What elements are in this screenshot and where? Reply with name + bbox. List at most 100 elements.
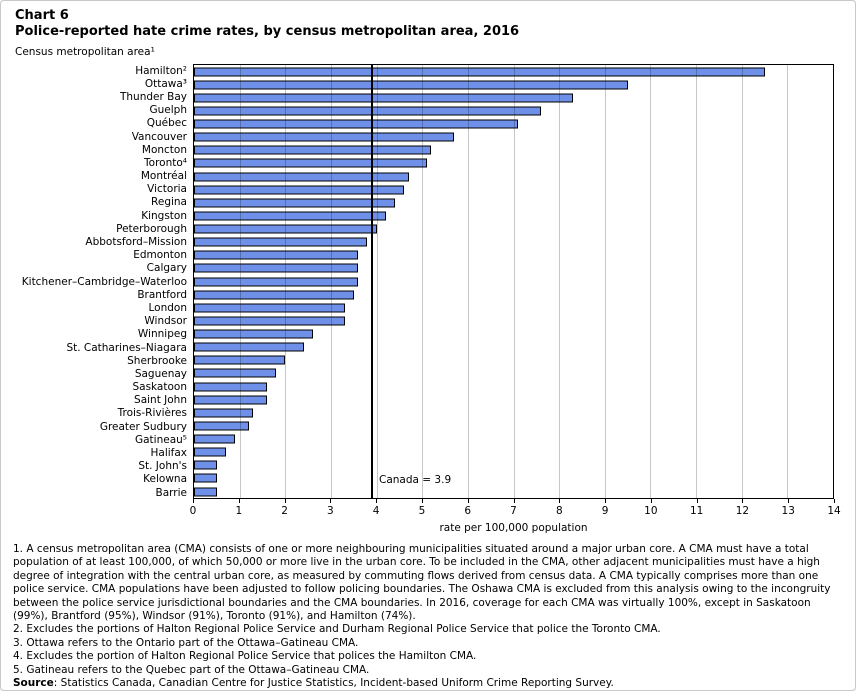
gridline: [604, 65, 606, 498]
x-tick-label: 14: [827, 505, 841, 517]
bar-row: [194, 118, 833, 131]
bar: [194, 447, 226, 457]
x-tick-label: 0: [189, 505, 197, 517]
x-tick-mark: [834, 499, 835, 503]
bar: [194, 211, 386, 221]
bar-row: [194, 354, 833, 367]
category-label: Calgary: [146, 262, 187, 275]
x-tick-mark: [742, 499, 744, 503]
category-label: Trois-Rivières: [117, 407, 187, 420]
bar: [194, 250, 359, 260]
x-tick-label: 8: [555, 505, 563, 517]
bar-row: [194, 78, 833, 91]
category-label: London: [148, 301, 188, 314]
bar-row: [194, 131, 833, 144]
bar-row: [194, 65, 833, 78]
bar: [194, 158, 427, 168]
x-axis: 0 1 2 3 4 5 6 7 8 9 10 11 12 13 14: [189, 499, 841, 539]
bar-row: [194, 183, 833, 196]
footnotes: 1. A census metropolitan area (CMA) cons…: [13, 543, 845, 690]
x-tick-label: 2: [281, 505, 288, 517]
canada-reference-label: Canada = 3.9: [379, 474, 452, 486]
bar: [194, 342, 304, 352]
x-tick-mark: [421, 499, 423, 503]
bar-row: [194, 196, 833, 209]
gridline: [696, 65, 698, 498]
bar-row: [194, 275, 833, 288]
x-tick-mark: [788, 499, 790, 503]
bar: [194, 237, 368, 247]
canada-reference-line: [371, 65, 373, 498]
category-label: Saskatoon: [132, 381, 187, 394]
bar: [194, 355, 286, 365]
bar-row: [194, 446, 833, 459]
bar: [194, 290, 354, 300]
bar: [194, 263, 359, 273]
category-label: Moncton: [141, 143, 187, 156]
source-line: Source: Statistics Canada, Canadian Cent…: [13, 677, 845, 690]
bar: [194, 80, 628, 90]
category-label: Kitchener–Cambridge–Waterloo: [21, 275, 187, 288]
bar-row: [194, 406, 833, 419]
bar-row: [194, 341, 833, 354]
x-tick-mark: [284, 499, 286, 503]
bar-row: [194, 170, 833, 183]
x-tick-label: 4: [372, 505, 380, 517]
x-tick-mark: [650, 499, 652, 503]
category-label: Brantford: [137, 288, 187, 301]
category-label: Greater Sudbury: [99, 420, 187, 433]
bar: [194, 277, 359, 287]
category-labels: Hamilton² Ottawa³ Thunder Bay Guelph Québec V…: [1, 64, 187, 499]
gridline: [239, 65, 241, 498]
gridline: [787, 65, 789, 498]
x-axis-title: rate per 100,000 population: [439, 522, 588, 534]
footnote-4: 4. Excludes the portion of Halton Region…: [13, 650, 477, 663]
x-tick-mark: [238, 499, 240, 503]
bar-row: [194, 91, 833, 104]
bar: [194, 395, 268, 405]
bar: [194, 382, 268, 392]
bar-row: [194, 223, 833, 236]
gridline: [467, 65, 469, 498]
bar: [194, 487, 217, 497]
footnote-5: 5. Gatineau refers to the Quebec part of…: [13, 663, 370, 676]
bar: [194, 93, 573, 103]
category-label: Hamilton²: [135, 64, 187, 77]
chart-number: Chart 6: [15, 8, 69, 23]
category-label: Sherbrooke: [127, 354, 187, 367]
bar-row: [194, 328, 833, 341]
category-label: Windsor: [144, 315, 187, 328]
category-label: Gatineau⁵: [134, 433, 187, 446]
category-label: Edmonton: [133, 249, 187, 262]
category-label: Peterborough: [116, 222, 187, 235]
footnote-1: 1. A census metropolitan area (CMA) cons…: [13, 543, 831, 623]
bar: [194, 329, 313, 339]
source-text: : Statistics Canada, Canadian Centre for…: [53, 677, 614, 690]
bar: [194, 434, 236, 444]
bar-row: [194, 419, 833, 432]
category-label: Kingston: [141, 209, 187, 222]
x-tick-mark: [193, 499, 194, 503]
bar-row: [194, 314, 833, 327]
bar-row: [194, 157, 833, 170]
bar: [194, 473, 217, 483]
x-tick-mark: [467, 499, 469, 503]
x-tick-label: 5: [418, 505, 426, 517]
bar: [194, 303, 345, 313]
footnote-2: 2. Excludes the portions of Halton Regio…: [13, 623, 661, 636]
category-label: Kelowna: [143, 473, 187, 486]
bar-row: [194, 209, 833, 222]
y-axis-title: Census metropolitan area¹: [15, 46, 155, 58]
bar-row: [194, 367, 833, 380]
bar: [194, 119, 519, 129]
gridline: [650, 65, 652, 498]
category-label: Saguenay: [134, 367, 187, 380]
gridline: [559, 65, 561, 498]
gridline: [422, 65, 424, 498]
x-tick-mark: [376, 499, 378, 503]
bar: [194, 106, 541, 116]
x-tick-label: 6: [464, 505, 472, 517]
plot-area: Canada = 3.9: [193, 64, 834, 499]
bar: [194, 460, 217, 470]
category-label: St. John's: [138, 460, 187, 473]
